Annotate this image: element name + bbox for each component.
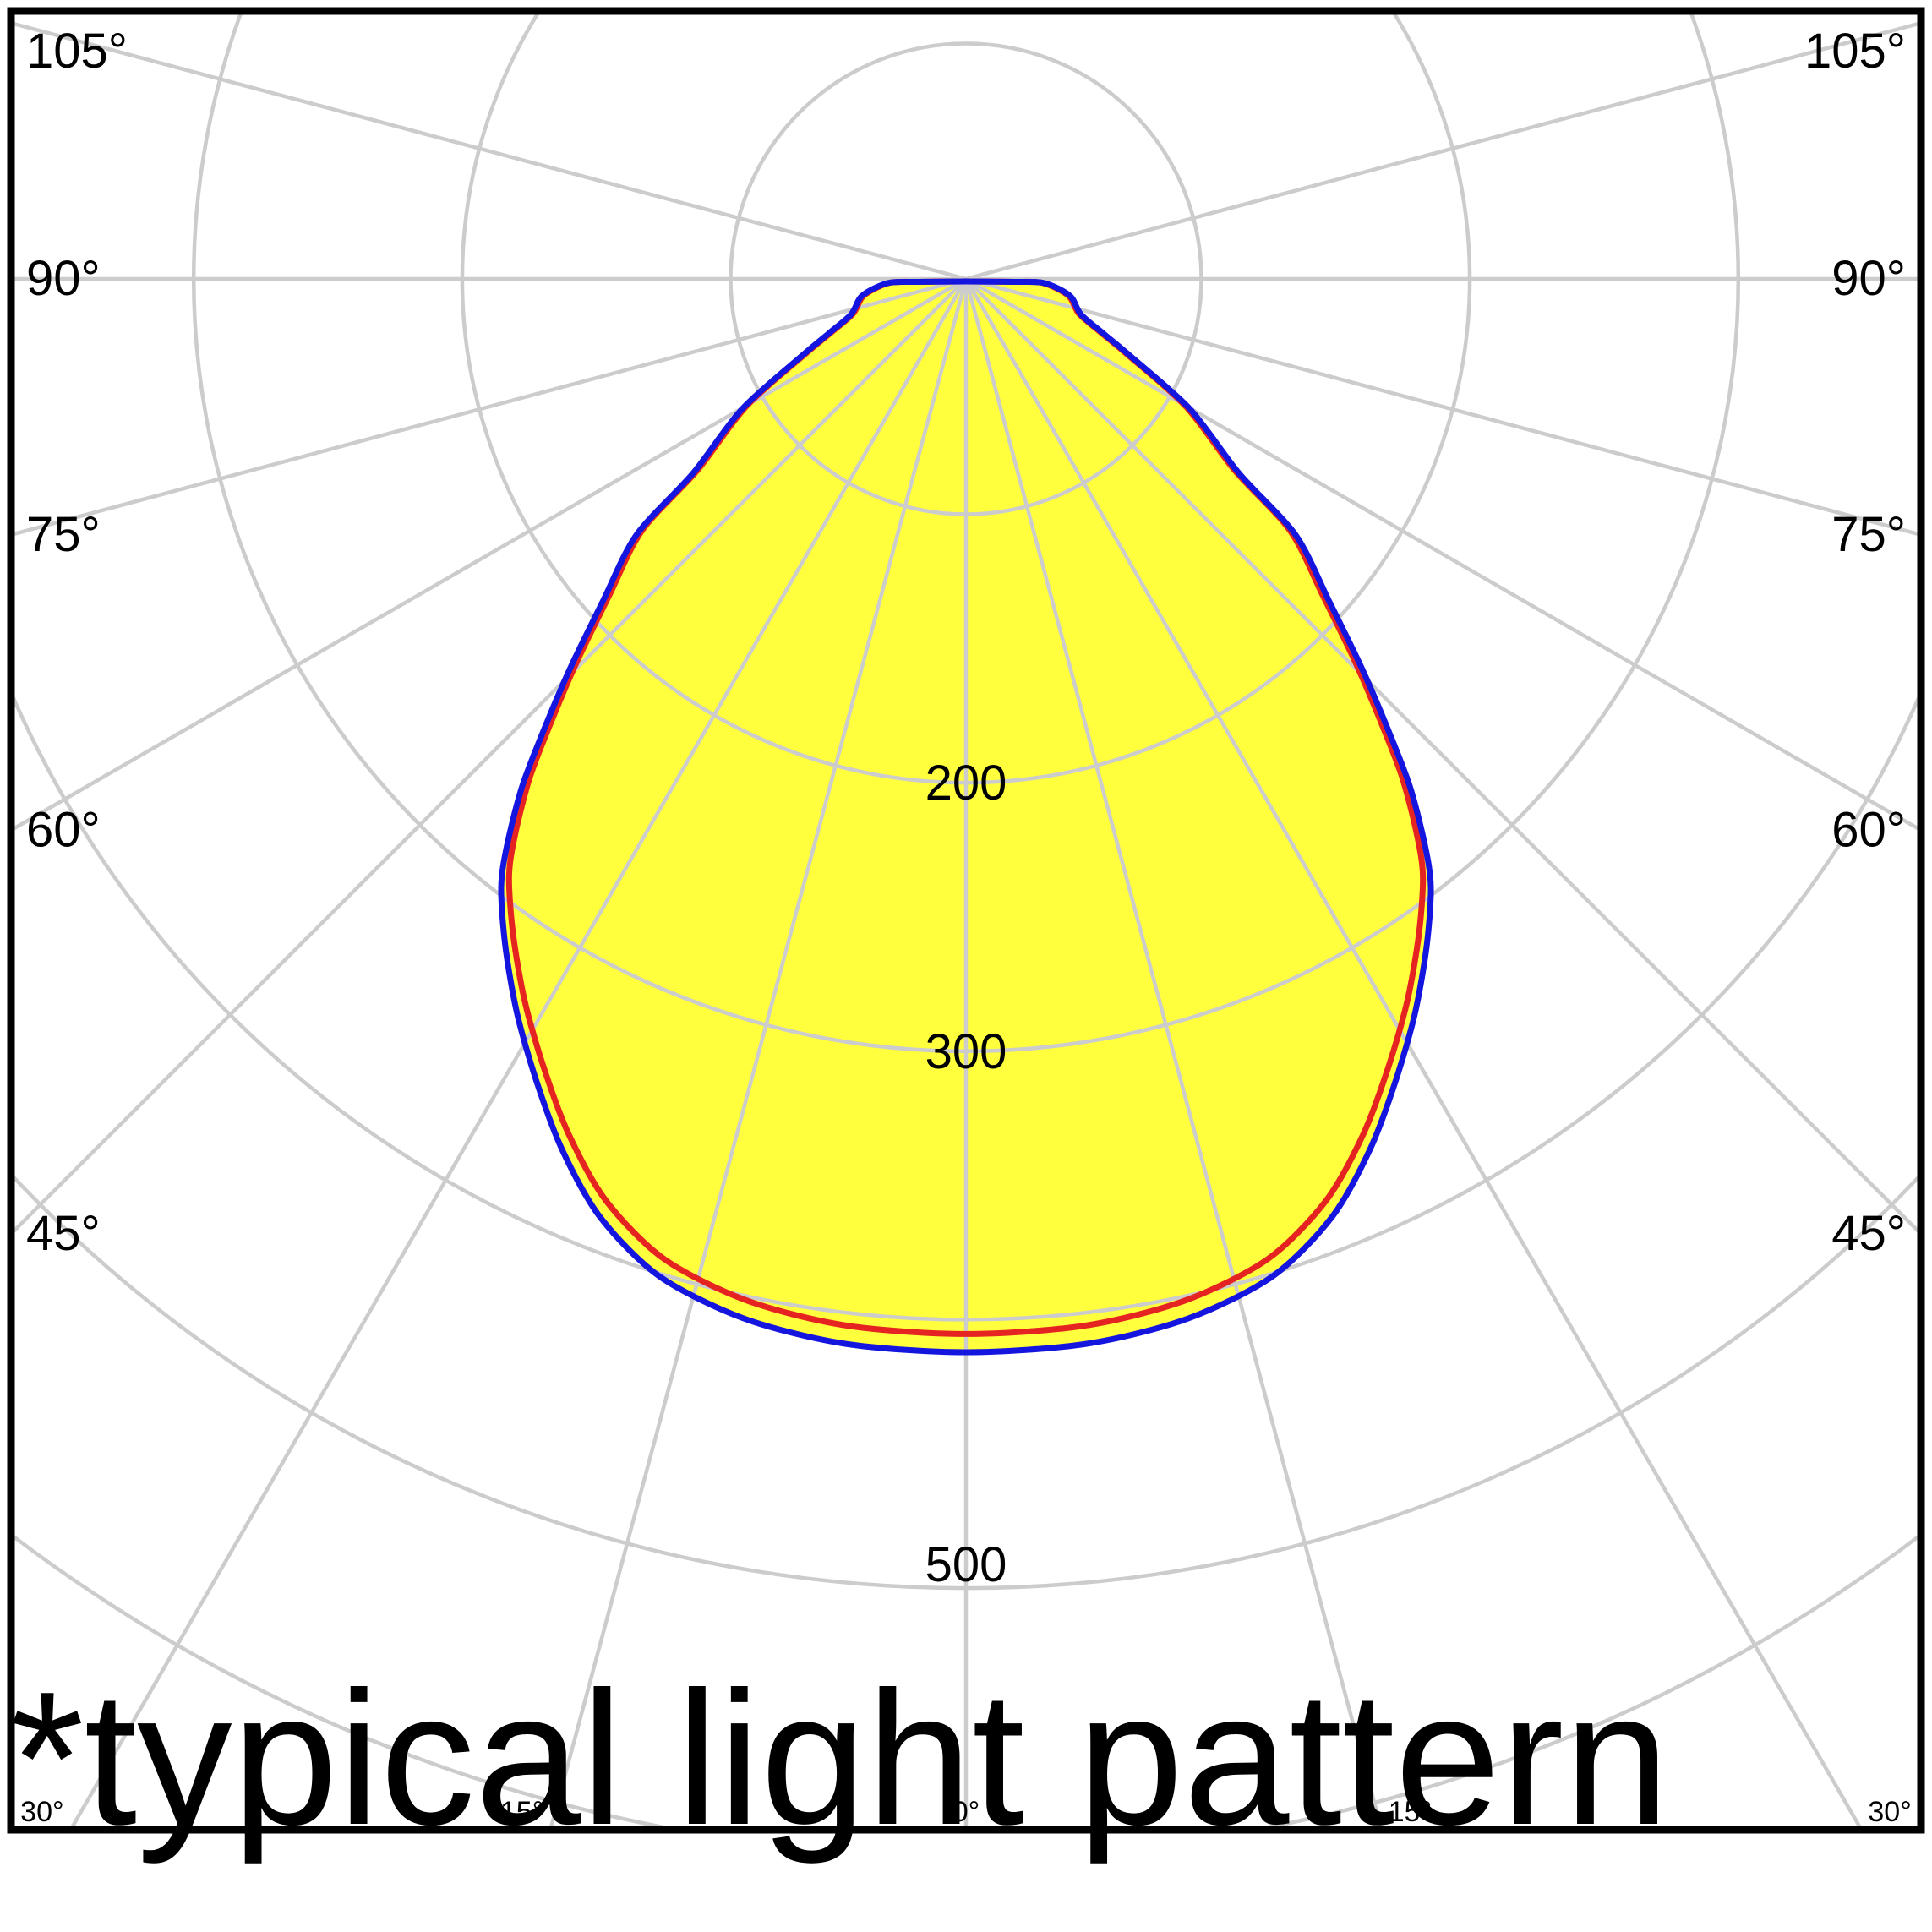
svg-text:45°: 45° (1831, 1206, 1906, 1261)
svg-text:30°: 30° (1868, 1796, 1911, 1828)
svg-text:200: 200 (925, 756, 1007, 810)
svg-text:105°: 105° (1804, 24, 1906, 79)
svg-text:300: 300 (925, 1024, 1007, 1079)
svg-text:75°: 75° (26, 507, 101, 562)
svg-text:*typical light pattern: *typical light pattern (10, 1651, 1670, 1864)
svg-text:75°: 75° (1831, 507, 1906, 562)
svg-text:105°: 105° (26, 24, 128, 79)
svg-text:60°: 60° (26, 803, 101, 858)
svg-text:90°: 90° (26, 251, 101, 306)
svg-text:45°: 45° (26, 1206, 101, 1261)
svg-text:500: 500 (925, 1537, 1007, 1592)
svg-text:60°: 60° (1831, 803, 1906, 858)
svg-text:90°: 90° (1831, 251, 1906, 306)
